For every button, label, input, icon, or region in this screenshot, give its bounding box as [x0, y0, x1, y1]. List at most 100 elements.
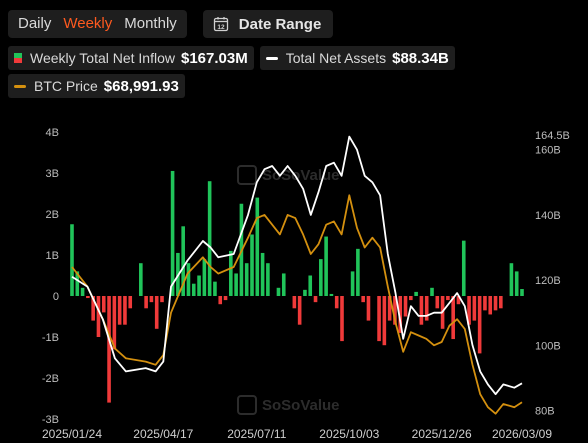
inflow-bar [297, 296, 302, 325]
period-selector: Daily Weekly Monthly [8, 10, 187, 38]
inflow-bar [446, 296, 450, 301]
toolbar: Daily Weekly Monthly 12 Date Range [8, 10, 334, 38]
calendar-icon: 12 [213, 17, 228, 32]
left-axis: 4B 3B 2B 1B 0 -1B -2B -3B [42, 127, 59, 426]
sosovalue-logo-icon [237, 395, 257, 415]
inflow-bar [398, 296, 403, 333]
right-axis-tick-label: 120B [535, 275, 561, 287]
svg-text:12: 12 [217, 24, 225, 31]
inflow-bar [382, 296, 387, 346]
inflow-bar [75, 271, 80, 296]
inflow-bar [303, 289, 307, 296]
right-axis-tick-label: 140B [535, 210, 561, 222]
inflow-swatch-icon [14, 53, 22, 63]
right-axis-tick-label: 164.5B [535, 130, 570, 142]
legend-inflow[interactable]: Weekly Total Net Inflow $167.03M [8, 46, 254, 70]
inflow-bar [244, 263, 249, 296]
inflow-bar [160, 296, 164, 303]
left-axis-tick-label: -1B [42, 332, 59, 344]
tab-monthly[interactable]: Monthly [124, 15, 177, 32]
inflow-bar [112, 296, 117, 350]
inflow-bar [80, 287, 85, 296]
inflow-bar [218, 296, 223, 305]
inflow-bar [414, 291, 418, 296]
x-axis-tick-label: 2025/01/24 [42, 427, 102, 441]
inflow-bar [403, 296, 408, 317]
legend-assets[interactable]: Total Net Assets $88.34B [259, 46, 455, 70]
inflow-bar [170, 170, 175, 296]
inflow-bar [419, 296, 424, 325]
inflow-bar [117, 296, 122, 325]
left-axis-tick-label: 1B [46, 250, 59, 262]
inflow-bar [329, 293, 334, 296]
inflow-bar [276, 287, 281, 296]
inflow-bar [340, 296, 344, 342]
inflow-bar [197, 275, 201, 296]
inflow-bar [472, 296, 477, 321]
inflow-bar [361, 296, 365, 303]
total-net-assets-line [71, 135, 523, 396]
inflow-bar [144, 296, 148, 309]
inflow-bar [128, 296, 133, 309]
inflow-bar [260, 252, 265, 296]
inflow-bar [223, 296, 228, 301]
inflow-bar [139, 263, 143, 296]
legend-btc-label: BTC Price [34, 78, 98, 94]
legend-btc[interactable]: BTC Price $68,991.93 [8, 74, 185, 98]
left-axis-tick-label: 2B [46, 209, 59, 221]
watermark-text: SoSoValue [262, 397, 340, 414]
inflow-bar [70, 224, 74, 296]
date-range-button[interactable]: 12 Date Range [202, 10, 334, 38]
tab-daily[interactable]: Daily [18, 15, 52, 32]
inflow-bar [409, 296, 413, 301]
inflow-bar [456, 296, 461, 305]
inflow-bar [356, 248, 360, 296]
x-axis: 2025/01/24 2025/04/17 2025/07/11 2025/10/03… [42, 427, 552, 441]
legend-assets-value: $88.34B [392, 49, 449, 67]
inflow-bar [430, 287, 434, 296]
right-axis-tick-label: 100B [535, 340, 561, 352]
inflow-bar [350, 271, 355, 296]
btc-price-line [71, 194, 523, 415]
inflow-bar [520, 289, 524, 296]
inflow-bar [207, 181, 212, 296]
inflow-bar [250, 234, 254, 296]
inflow-bar [86, 296, 90, 299]
right-axis-tick-label: 80B [535, 406, 555, 418]
x-axis-tick-label: 2026/03/09 [492, 427, 552, 441]
left-axis-tick-label: 0 [53, 291, 59, 303]
right-axis-tick-label: 160B [535, 145, 561, 157]
inflow-bar [149, 296, 154, 303]
date-range-label: Date Range [238, 15, 322, 33]
inflow-bar [123, 296, 127, 325]
inflow-bar [292, 296, 297, 309]
right-axis: 164.5B 160B 140B 120B 100B 80B [535, 130, 570, 418]
legend-inflow-label: Weekly Total Net Inflow [30, 50, 175, 66]
inflow-bar [324, 236, 328, 296]
btc-swatch-icon [14, 84, 26, 88]
x-axis-tick-label: 2025/04/17 [133, 427, 193, 441]
tab-weekly[interactable]: Weekly [63, 15, 113, 32]
inflow-bar [334, 296, 339, 309]
left-axis-tick-label: -3B [42, 414, 59, 426]
x-axis-tick-label: 2025/12/26 [412, 427, 472, 441]
legend-assets-label: Total Net Assets [285, 50, 387, 66]
inflow-bar [234, 273, 238, 296]
inflow-bar [387, 296, 392, 321]
inflow-bar [308, 275, 313, 296]
inflow-bar [202, 259, 207, 296]
legend-btc-value: $68,991.93 [103, 77, 179, 95]
inflow-bar [319, 259, 323, 296]
inflow-bar [488, 296, 493, 315]
inflow-bar [186, 263, 191, 296]
inflow-bar [313, 296, 318, 303]
left-axis-tick-label: 3B [46, 168, 59, 180]
inflow-bars [70, 170, 524, 403]
inflow-bar [509, 263, 514, 296]
left-axis-tick-label: -2B [42, 373, 59, 385]
inflow-bar [451, 296, 455, 340]
legend-inflow-value: $167.03M [181, 49, 248, 67]
inflow-bar [377, 296, 381, 342]
watermark: SoSoValue SoSoValue [237, 165, 340, 415]
inflow-bar [229, 250, 233, 296]
